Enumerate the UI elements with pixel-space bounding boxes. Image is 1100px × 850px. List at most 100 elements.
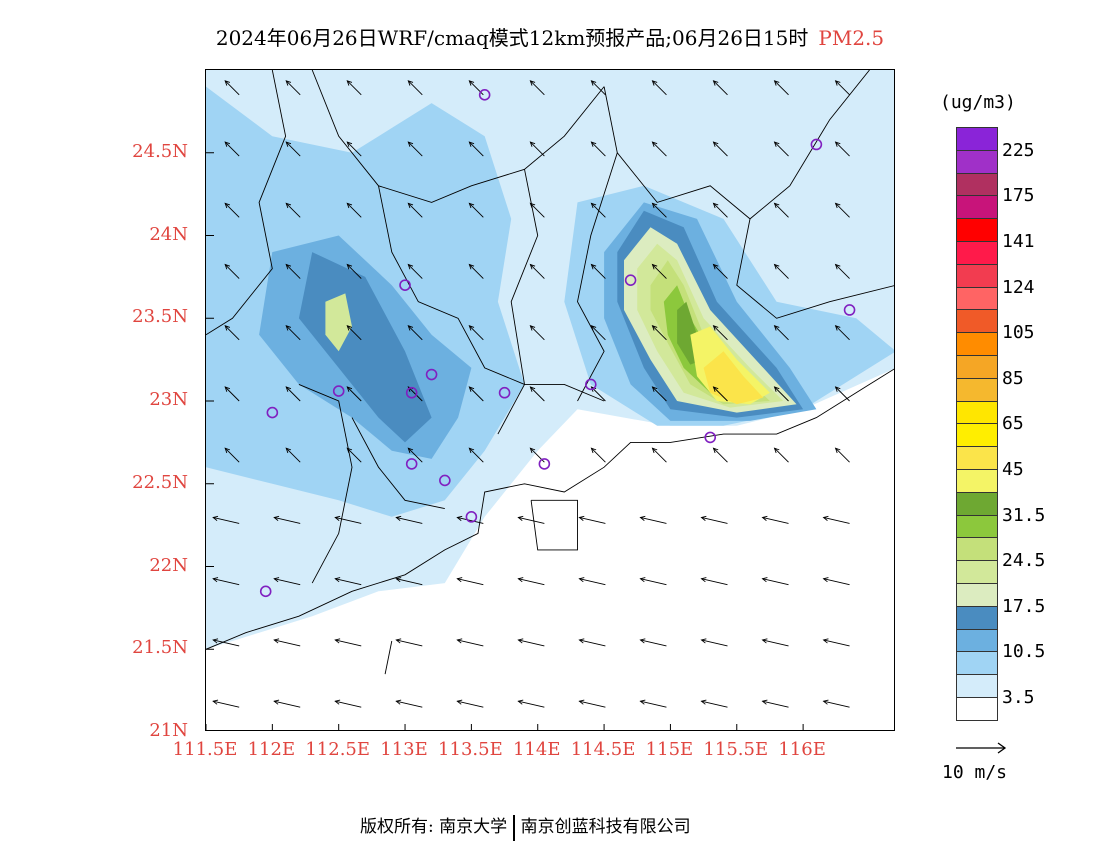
station-marker-icon	[538, 458, 551, 470]
legend-label: 85	[1002, 367, 1024, 389]
station-marker-icon	[704, 431, 717, 444]
wind-arrow	[834, 202, 850, 218]
wind-arrow	[334, 577, 362, 586]
wind-arrow	[529, 141, 545, 157]
legend-label: 10.5	[1002, 641, 1046, 663]
wind-arrow	[773, 202, 789, 218]
legend-swatch	[956, 560, 998, 583]
x-tick-label: 114.5E	[570, 739, 636, 760]
boundary-line	[378, 185, 605, 402]
chart-title: 2024年06月26日WRF/cmaq模式12km预报产品;06月26日15时 P…	[0, 22, 1100, 51]
footer-right: 南京创蓝科技有限公司	[520, 817, 691, 837]
wind-arrow	[700, 515, 728, 524]
wind-arrow	[578, 515, 606, 524]
x-tick-label: 113E	[380, 739, 428, 760]
wind-arrow	[468, 325, 484, 341]
station-marker-icon	[843, 304, 856, 316]
legend-swatch	[956, 651, 998, 675]
wind-arrow	[224, 447, 240, 463]
wind-arrow	[529, 202, 545, 218]
wind-arrow	[761, 577, 789, 586]
y-tick-label: 24N	[149, 223, 188, 245]
wind-arrow	[834, 80, 850, 96]
wind-reference-label: 10 m/s	[942, 762, 1008, 783]
legend-label: 124	[1002, 276, 1035, 298]
wind-arrow	[639, 515, 667, 524]
wind-arrow	[639, 699, 667, 708]
boundary-line	[311, 70, 605, 203]
station-marker-icon	[332, 385, 345, 397]
wind-arrow	[273, 638, 301, 647]
legend-swatch	[956, 127, 998, 150]
color-legend	[956, 127, 998, 721]
wind-arrow	[651, 263, 667, 279]
wind-arrow	[590, 263, 606, 279]
station-marker-icon	[810, 138, 823, 151]
wind-arrow	[346, 386, 362, 402]
wind-arrow	[529, 80, 545, 96]
legend-swatch	[956, 354, 998, 378]
wind-arrow	[761, 699, 789, 708]
wind-arrow	[224, 263, 240, 279]
wind-arrow	[224, 386, 240, 402]
x-tick-label: 115E	[645, 739, 694, 760]
wind-arrow	[712, 325, 728, 341]
title-variable: PM2.5	[818, 26, 885, 50]
wind-arrow	[822, 515, 850, 524]
wind-arrow	[712, 141, 728, 157]
wind-arrow	[578, 638, 606, 647]
wind-arrow	[212, 638, 240, 647]
station-marker-icon	[259, 585, 272, 598]
wind-arrow	[834, 386, 850, 402]
wind-arrow	[395, 577, 423, 586]
wind-arrow	[773, 141, 789, 157]
wind-arrow	[468, 447, 484, 463]
wind-arrow	[822, 577, 850, 586]
boundary-line	[530, 499, 578, 551]
footer-separator	[513, 814, 515, 841]
wind-arrow	[395, 515, 423, 524]
wind-arrow	[285, 202, 301, 218]
map-panel	[205, 69, 895, 731]
wind-arrow	[407, 263, 423, 279]
wind-arrow	[651, 325, 667, 341]
wind-arrow	[834, 447, 850, 463]
wind-arrow	[529, 386, 545, 402]
wind-arrow	[407, 141, 423, 157]
wind-arrow	[712, 202, 728, 218]
wind-field	[212, 80, 850, 708]
wind-arrow	[285, 80, 301, 96]
legend-swatch	[956, 468, 998, 492]
x-tick-label: 116E	[778, 739, 826, 760]
wind-arrow	[407, 202, 423, 218]
y-tick-label: 21N	[149, 720, 188, 741]
wind-arrow	[224, 80, 240, 96]
wind-arrow	[334, 699, 362, 708]
legend-units: (ug/m3)	[940, 92, 1016, 113]
wind-arrow	[834, 141, 850, 157]
wind-arrow	[346, 447, 362, 463]
wind-arrow	[639, 577, 667, 586]
wind-arrow	[529, 325, 545, 341]
wind-arrow	[639, 638, 667, 647]
legend-label: 17.5	[1002, 595, 1046, 617]
wind-arrow	[346, 141, 362, 157]
legend-swatch	[956, 240, 998, 264]
boundary-line	[351, 417, 445, 510]
y-tick-label: 22N	[149, 554, 188, 576]
wind-arrow	[407, 80, 423, 96]
title-main: 2024年06月26日WRF/cmaq模式12km预报产品;06月26日15时	[215, 26, 809, 50]
boundary-line	[384, 640, 393, 675]
wind-arrow	[224, 141, 240, 157]
station-marker-icon	[478, 89, 491, 101]
wind-arrow	[590, 447, 606, 463]
wind-arrow	[395, 638, 423, 647]
wind-arrow	[651, 141, 667, 157]
wind-arrow	[651, 80, 667, 96]
wind-arrow	[334, 638, 362, 647]
legend-swatch	[956, 446, 998, 469]
station-marker-icon	[585, 378, 597, 391]
legend-label: 105	[1002, 322, 1035, 344]
wind-arrow	[346, 80, 362, 96]
legend-swatch	[956, 149, 998, 173]
